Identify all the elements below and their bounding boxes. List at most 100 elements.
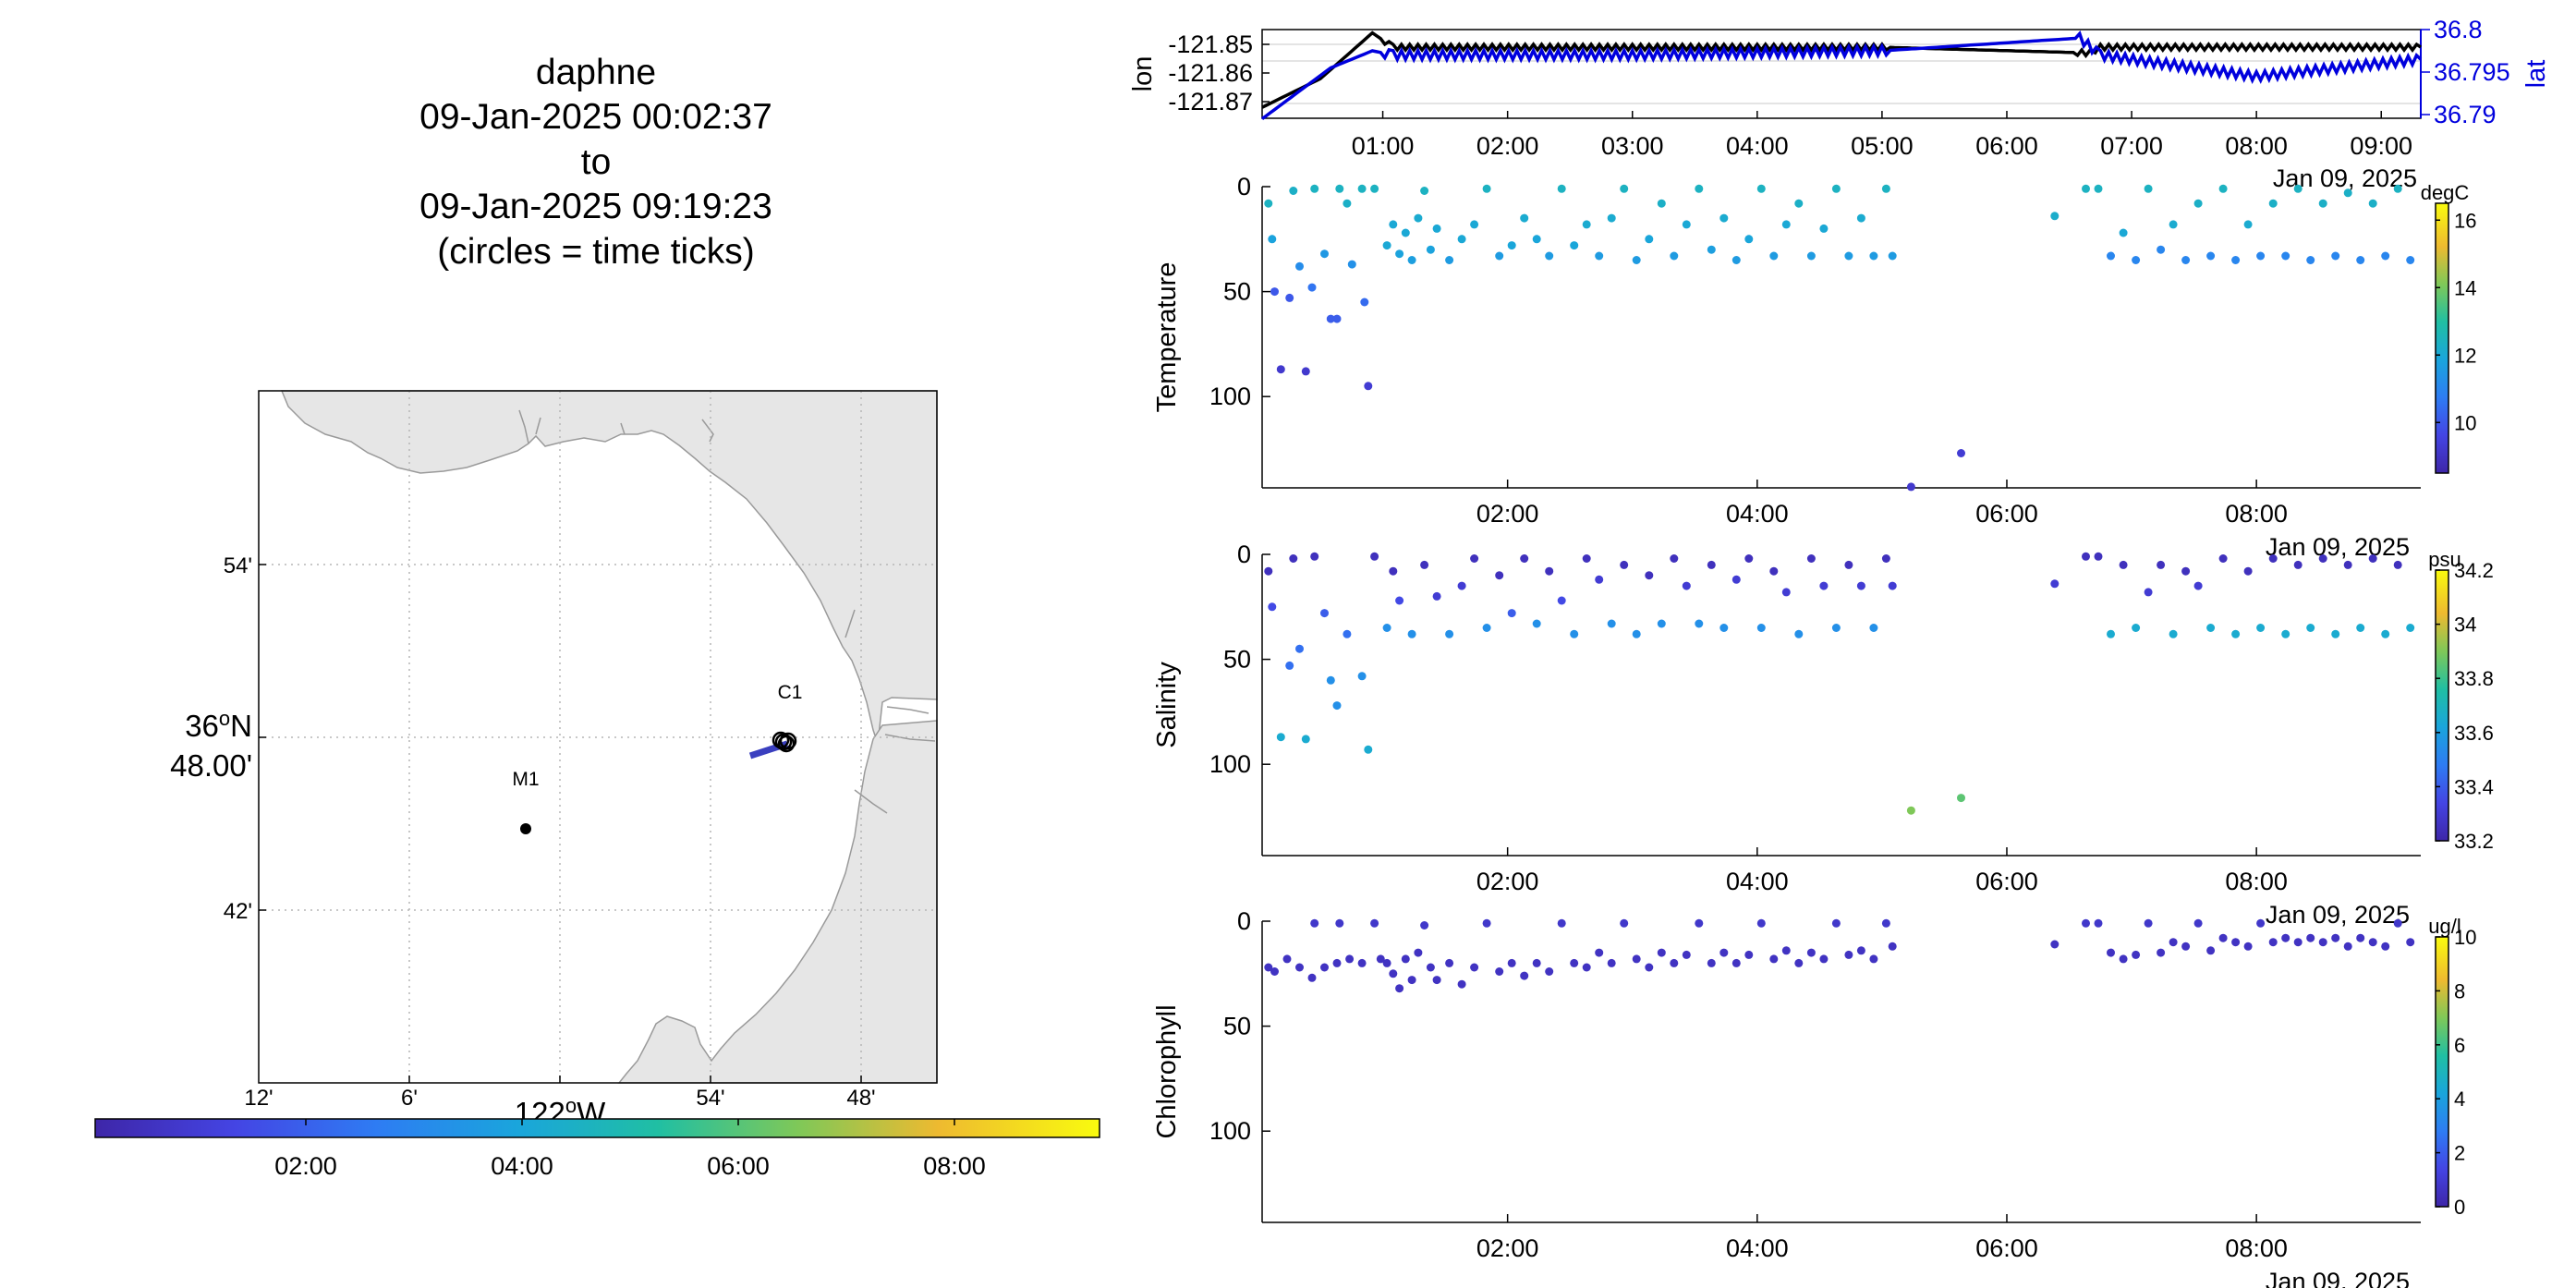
data-point <box>2107 629 2115 638</box>
data-point <box>2268 199 2278 208</box>
colorbar-unit: psu <box>2428 548 2461 571</box>
data-point <box>1769 566 1779 576</box>
x-tick-label: 04:00 <box>1726 1234 1789 1262</box>
map-lon-label-48: 48' <box>846 1086 875 1111</box>
lon-tick-label: -121.86 <box>1168 59 1253 87</box>
data-point <box>1264 199 1273 208</box>
data-point <box>1310 184 1319 193</box>
data-point <box>1495 967 1504 976</box>
data-point <box>1670 251 1679 261</box>
data-point <box>1906 806 1915 815</box>
x-tick-label: 02:00 <box>1476 500 1539 528</box>
colorbar-unit: ug/l <box>2428 915 2461 938</box>
data-point <box>2169 220 2178 229</box>
data-point <box>1707 245 1716 254</box>
colorbar-tick-label: 34 <box>2454 614 2476 637</box>
data-point <box>1310 552 1319 561</box>
data-point <box>1695 918 1704 928</box>
data-point <box>1432 224 1441 233</box>
data-point <box>1732 575 1741 584</box>
data-point <box>1326 314 1335 323</box>
data-point <box>2181 942 2191 951</box>
data-point <box>2107 948 2115 957</box>
colorbar-tick-label: 2 <box>2454 1142 2465 1165</box>
data-point <box>1482 918 1491 928</box>
y-tick-label: 0 <box>1237 541 1251 568</box>
colorbar-tick-label: 10 <box>2454 926 2476 949</box>
x-tick-label: 08:00 <box>2225 132 2288 160</box>
data-point <box>1781 946 1791 955</box>
y-tick-label: 0 <box>1237 907 1251 935</box>
data-point <box>1732 958 1741 967</box>
data-point <box>1557 184 1566 193</box>
data-point <box>2381 251 2390 261</box>
colorbar-tick-label: 33.2 <box>2454 830 2494 853</box>
data-point <box>1507 958 1516 967</box>
data-point <box>2119 560 2128 569</box>
data-point <box>1844 560 1853 569</box>
data-point <box>2343 942 2352 951</box>
time-series-panels: -121.85-121.86-121.87 36.8 36.795 36.79 lon l… <box>1128 16 2551 1288</box>
data-point <box>2406 256 2415 264</box>
data-point <box>1570 241 1579 250</box>
data-point <box>2268 554 2278 563</box>
data-point <box>1645 963 1654 972</box>
data-point <box>1707 958 1716 967</box>
data-point <box>1289 187 1298 195</box>
data-point <box>1382 624 1391 632</box>
data-point <box>2193 199 2203 208</box>
time-colorbar-tick-0800: 08:00 <box>923 1152 986 1180</box>
lon-lat-panel: -121.85-121.86-121.87 36.8 36.795 36.79 lon l… <box>1128 16 2551 192</box>
data-point <box>1457 979 1466 989</box>
data-point <box>1357 958 1367 967</box>
data-point <box>2157 560 2166 569</box>
data-point <box>2293 184 2303 193</box>
data-point <box>2231 629 2241 638</box>
data-point <box>1831 624 1841 632</box>
data-point <box>1856 946 1865 955</box>
data-point <box>2218 554 2228 563</box>
data-point <box>1794 958 1804 967</box>
data-point <box>1420 187 1429 195</box>
data-point <box>2107 251 2115 261</box>
data-point <box>2050 940 2060 949</box>
map-lat-label-42: 42' <box>224 899 252 924</box>
data-point <box>2356 624 2365 632</box>
data-point <box>1343 199 1352 208</box>
colorbar-tick-label: 33.6 <box>2454 722 2494 745</box>
data-point <box>2169 938 2178 947</box>
y-tick-label: 50 <box>1223 646 1251 674</box>
data-point <box>1582 963 1591 972</box>
map-land-south <box>617 720 938 1084</box>
data-point <box>1407 629 1416 638</box>
data-point <box>2281 251 2290 261</box>
data-point <box>1335 184 1344 193</box>
data-point <box>1620 560 1629 569</box>
data-point <box>1445 958 1454 967</box>
lat-tick-label: 36.795 <box>2434 58 2510 86</box>
data-point <box>2256 251 2266 261</box>
x-tick-label: 04:00 <box>1726 132 1789 160</box>
data-point <box>1470 220 1479 229</box>
data-point <box>1682 220 1691 229</box>
data-point <box>1570 958 1579 967</box>
x-tick-label: 04:00 <box>1726 868 1789 895</box>
data-point <box>1719 213 1729 223</box>
data-point <box>2181 256 2191 264</box>
data-point <box>2406 938 2415 947</box>
map-lat-label-54: 54' <box>224 553 252 578</box>
data-point <box>2356 933 2365 942</box>
data-point <box>2281 933 2290 942</box>
data-point <box>1282 954 1292 964</box>
time-colorbar-tick-0200: 02:00 <box>274 1152 337 1180</box>
data-point <box>2144 918 2153 928</box>
data-point <box>1532 958 1541 967</box>
data-point <box>1545 566 1554 576</box>
data-point <box>1806 251 1816 261</box>
data-point <box>1744 950 1754 959</box>
data-point <box>1819 581 1829 590</box>
title-line-4: 09-Jan-2025 09:19:23 <box>419 187 772 226</box>
date-label: Jan 09, 2025 <box>2266 1268 2410 1288</box>
data-point <box>1495 571 1504 580</box>
